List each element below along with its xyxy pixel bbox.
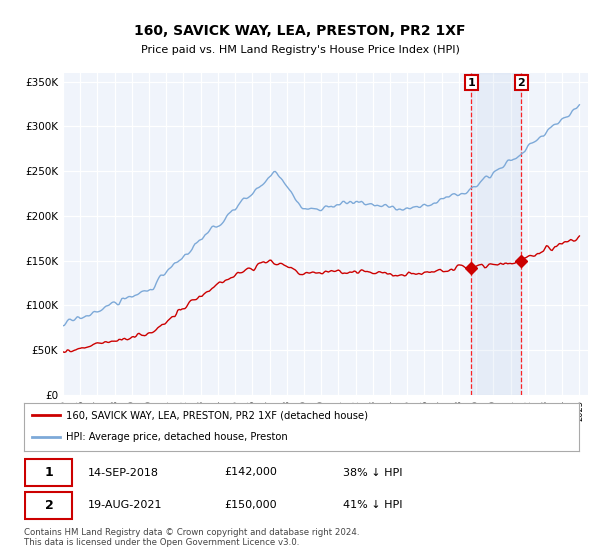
Text: 41% ↓ HPI: 41% ↓ HPI bbox=[343, 501, 403, 510]
Text: 19-AUG-2021: 19-AUG-2021 bbox=[88, 501, 163, 510]
Text: 160, SAVICK WAY, LEA, PRESTON, PR2 1XF (detached house): 160, SAVICK WAY, LEA, PRESTON, PR2 1XF (… bbox=[65, 410, 368, 420]
FancyBboxPatch shape bbox=[25, 459, 72, 486]
Text: Contains HM Land Registry data © Crown copyright and database right 2024.
This d: Contains HM Land Registry data © Crown c… bbox=[24, 528, 359, 547]
Text: 1: 1 bbox=[467, 78, 475, 87]
Text: £150,000: £150,000 bbox=[224, 501, 277, 510]
Bar bbox=[471, 73, 521, 395]
Text: 2: 2 bbox=[44, 499, 53, 512]
Text: £142,000: £142,000 bbox=[224, 468, 277, 478]
FancyBboxPatch shape bbox=[25, 492, 72, 519]
Text: 38% ↓ HPI: 38% ↓ HPI bbox=[343, 468, 403, 478]
Text: 14-SEP-2018: 14-SEP-2018 bbox=[88, 468, 159, 478]
Text: 2: 2 bbox=[518, 78, 525, 87]
Text: 1: 1 bbox=[44, 466, 53, 479]
Text: Price paid vs. HM Land Registry's House Price Index (HPI): Price paid vs. HM Land Registry's House … bbox=[140, 45, 460, 55]
Text: 160, SAVICK WAY, LEA, PRESTON, PR2 1XF: 160, SAVICK WAY, LEA, PRESTON, PR2 1XF bbox=[134, 24, 466, 38]
Text: HPI: Average price, detached house, Preston: HPI: Average price, detached house, Pres… bbox=[65, 432, 287, 442]
